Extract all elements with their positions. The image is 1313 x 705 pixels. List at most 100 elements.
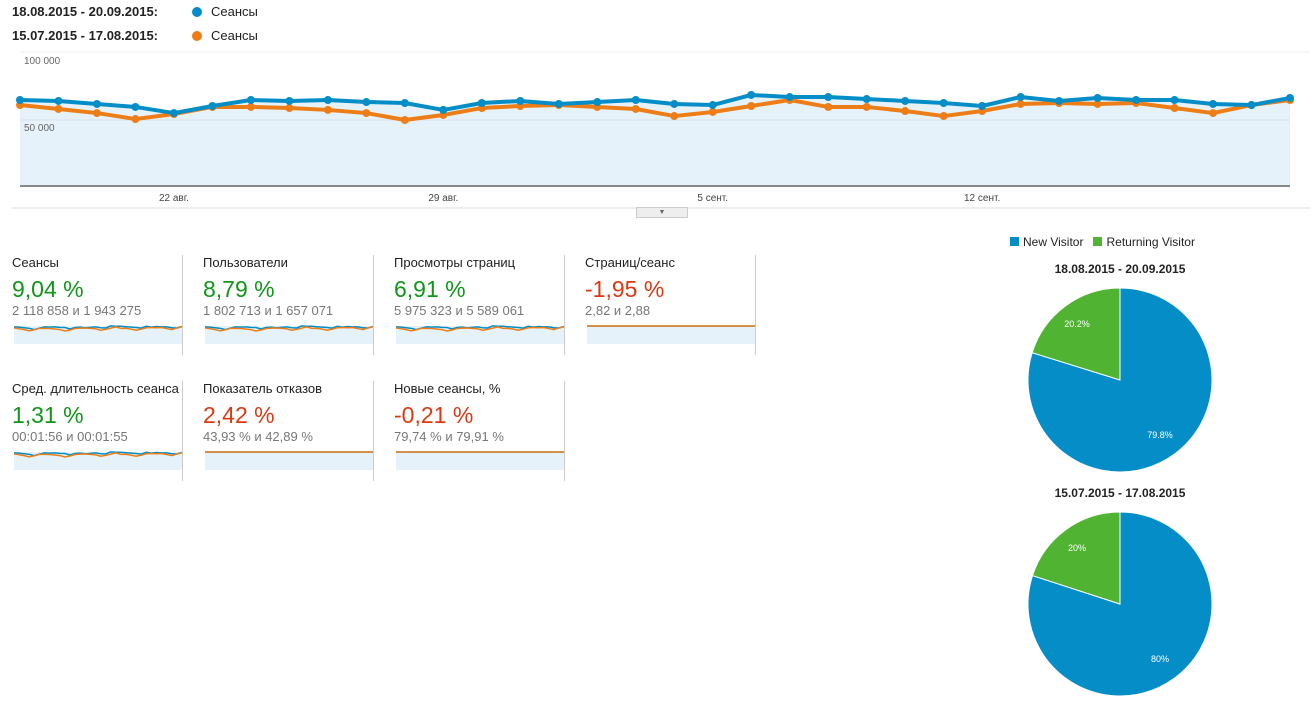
- data-point: [1016, 93, 1025, 102]
- data-point: [439, 105, 448, 114]
- data-point: [362, 98, 371, 107]
- metric-card[interactable]: Пользователи 8,79 % 1 802 713 и 1 657 07…: [191, 255, 374, 355]
- metric-card[interactable]: Страниц/сеанс -1,95 % 2,82 и 2,88: [573, 255, 756, 355]
- metric-change: -0,21 %: [394, 402, 474, 428]
- sparkline-area: [14, 326, 182, 344]
- sparkline-area: [396, 326, 564, 344]
- legend-metric[interactable]: Сеансы: [211, 28, 258, 43]
- sparkline-series: [13, 451, 182, 457]
- legend-dot-icon: [192, 7, 202, 17]
- data-point: [54, 96, 63, 105]
- data-point: [747, 90, 756, 99]
- metric-sparkline: [13, 325, 182, 344]
- data-point: [208, 101, 217, 110]
- data-point: [824, 102, 833, 111]
- metric-comparison: 2,82 и 2,88: [585, 303, 651, 318]
- data-point: [824, 93, 833, 102]
- series-area: [20, 94, 1290, 186]
- data-point: [631, 96, 640, 105]
- x-tick-label: 5 сент.: [697, 193, 728, 204]
- data-point: [901, 107, 910, 116]
- collapse-chart-button[interactable]: ▼: [636, 207, 688, 218]
- pie-slice-returning-visitor: [1031, 511, 1121, 605]
- sparkline-series: [204, 325, 373, 331]
- metric-change: 9,04 %: [12, 276, 84, 302]
- data-point: [131, 115, 140, 124]
- pie-title-previous: 15.07.2015 - 17.08.2015: [1054, 486, 1186, 500]
- data-point: [1016, 99, 1025, 108]
- metric-sparkline: [395, 325, 564, 344]
- data-point: [862, 95, 871, 104]
- pie-label-new: 79.8%: [1147, 430, 1173, 440]
- pie-legend-returning[interactable]: Returning Visitor: [1106, 235, 1195, 249]
- sessions-line-chart[interactable]: 100 000 50 000 22 авг. 29 авг. 5 сент. 12 сен…: [0, 40, 1313, 210]
- data-point: [323, 105, 332, 114]
- data-point: [1132, 96, 1141, 105]
- metric-comparison: 2 118 858 и 1 943 275: [12, 303, 142, 318]
- data-point: [901, 96, 910, 105]
- legend-current: 18.08.2015 - 20.09.2015: Сеансы: [12, 4, 258, 19]
- data-point: [246, 102, 255, 111]
- data-point: [92, 99, 101, 108]
- data-point: [554, 99, 563, 108]
- pie-label-returning: 20%: [1068, 543, 1086, 553]
- x-tick-label: 29 авг.: [428, 193, 458, 204]
- metric-sparkline: [204, 325, 373, 344]
- data-point: [1093, 99, 1102, 108]
- metric-card[interactable]: Новые сеансы, % -0,21 % 79,74 % и 79,91 …: [382, 381, 565, 481]
- data-point: [1093, 93, 1102, 102]
- metric-card[interactable]: Показатель отказов 2,42 % 43,93 % и 42,8…: [191, 381, 374, 481]
- pie-chart-previous[interactable]: 80% 20%: [1020, 510, 1220, 700]
- series-line: [19, 98, 1291, 122]
- metric-title: Страниц/сеанс: [585, 255, 675, 270]
- series-line: [19, 92, 1291, 116]
- metric-card[interactable]: Сред. длительность сеанса 1,31 % 00:01:5…: [0, 381, 183, 481]
- sparkline-series: [395, 326, 564, 332]
- metric-title: Просмотры страниц: [394, 255, 516, 270]
- metric-title: Новые сеансы, %: [394, 381, 501, 396]
- data-point: [1170, 104, 1179, 113]
- sparkline-series: [395, 325, 564, 331]
- x-tick-label: 12 сент.: [964, 193, 1000, 204]
- metric-change: -1,95 %: [585, 276, 665, 302]
- legend-range: 15.07.2015 - 17.08.2015:: [12, 28, 159, 43]
- pie-slice-returning-visitor: [1031, 287, 1121, 381]
- metric-change: 2,42 %: [203, 402, 275, 428]
- metric-sparkline: [396, 451, 564, 470]
- data-point: [747, 101, 756, 110]
- data-point: [92, 109, 101, 118]
- sparkline-area: [14, 452, 182, 470]
- metric-sparkline: [13, 451, 182, 470]
- sparkline-series: [13, 452, 182, 458]
- metric-change: 8,79 %: [203, 276, 275, 302]
- data-point: [1209, 99, 1218, 108]
- data-point: [631, 104, 640, 113]
- metric-comparison: 5 975 323 и 5 589 061: [394, 303, 525, 318]
- metric-card[interactable]: Просмотры страниц 6,91 % 5 975 323 и 5 5…: [382, 255, 565, 355]
- pie-title-current: 18.08.2015 - 20.09.2015: [1054, 262, 1186, 276]
- data-point: [1170, 96, 1179, 105]
- metric-card[interactable]: Сеансы 9,04 % 2 118 858 и 1 943 275: [0, 255, 183, 355]
- sparkline-series: [204, 326, 373, 332]
- data-point: [978, 101, 987, 110]
- sparkline-area: [396, 452, 564, 470]
- sparkline-series: [13, 326, 182, 332]
- sparkline-area: [205, 452, 373, 470]
- data-point: [1209, 109, 1218, 118]
- legend-metric[interactable]: Сеансы: [211, 4, 258, 19]
- data-point: [169, 109, 178, 118]
- y-tick-label: 50 000: [24, 123, 55, 134]
- data-point: [131, 102, 140, 111]
- data-point: [939, 112, 948, 121]
- data-point: [1055, 96, 1064, 105]
- legend-dot-icon: [192, 31, 202, 41]
- data-point: [285, 104, 294, 113]
- pie-legend-new[interactable]: New Visitor: [1023, 235, 1084, 249]
- legend-previous: 15.07.2015 - 17.08.2015: Сеансы: [12, 28, 258, 43]
- data-point: [670, 112, 679, 121]
- pie-chart-current[interactable]: 79.8% 20.2%: [1020, 286, 1220, 476]
- data-point: [708, 107, 717, 116]
- data-point: [939, 99, 948, 107]
- metric-change: 6,91 %: [394, 276, 466, 302]
- data-point: [862, 102, 871, 111]
